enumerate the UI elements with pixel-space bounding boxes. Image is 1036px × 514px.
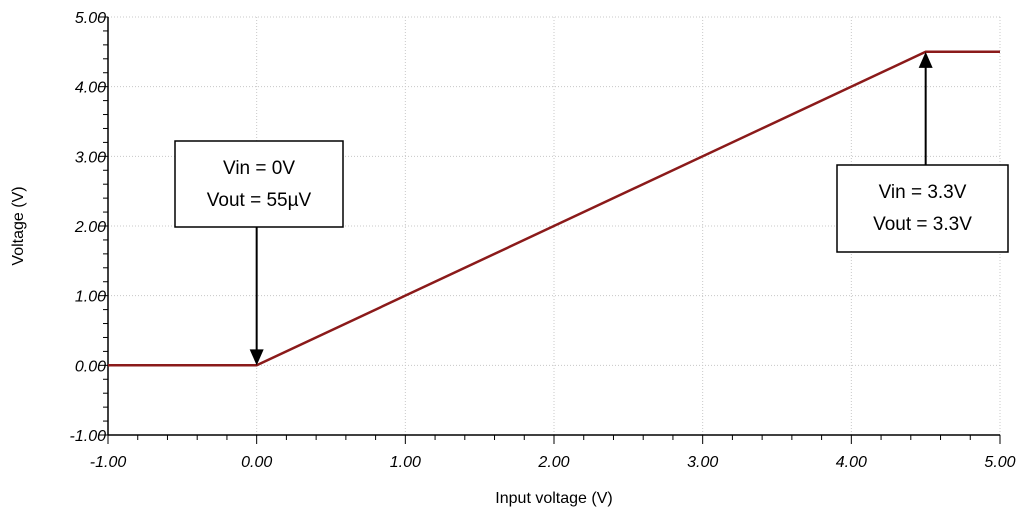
y-tick-label: 4.00 bbox=[75, 80, 106, 97]
x-tick-label: -1.00 bbox=[90, 454, 127, 471]
y-axis-title: Voltage (V) bbox=[10, 186, 27, 265]
x-tick-label: 5.00 bbox=[984, 454, 1015, 471]
y-tick-label: -1.00 bbox=[70, 428, 107, 445]
annotation-arrow-head bbox=[249, 349, 264, 366]
annotation-2: Vin = 3.3V Vout = 3.3V bbox=[836, 51, 1009, 253]
annotation-text: Vout = 55µV bbox=[207, 190, 312, 211]
x-tick-label: 4.00 bbox=[836, 454, 867, 471]
x-tick-label: 1.00 bbox=[390, 454, 421, 471]
annotation-text: Vin = 3.3V bbox=[879, 182, 967, 203]
y-tick-label: 3.00 bbox=[75, 149, 106, 166]
annotations-layer: Vin = 0V Vout = 55µV Vin = 3.3V Vout = 3.3V bbox=[174, 51, 1009, 366]
annotation-1: Vin = 0V Vout = 55µV bbox=[174, 140, 344, 366]
annotation-box bbox=[174, 140, 344, 228]
x-tick-label: 2.00 bbox=[537, 454, 569, 471]
x-tick-label: 3.00 bbox=[687, 454, 718, 471]
y-tick-label: 0.00 bbox=[75, 358, 106, 375]
series-layer bbox=[108, 50, 1000, 367]
annotation-text: Vout = 3.3V bbox=[873, 214, 972, 235]
x-axis-title: Input voltage (V) bbox=[495, 490, 612, 507]
annotation-box bbox=[836, 164, 1009, 253]
annotation-text: Vin = 0V bbox=[223, 158, 295, 179]
tick-marks bbox=[99, 16, 1001, 444]
y-tick-label: 5.00 bbox=[75, 10, 106, 27]
x-tick-label: 0.00 bbox=[241, 454, 272, 471]
transfer-curve-line bbox=[108, 50, 1000, 367]
tick-labels: -1.00 0.00 1.00 2.00 3.00 4.00 5.00 -1.00 0.00 1.… bbox=[70, 10, 1016, 471]
y-tick-label: 2.00 bbox=[74, 219, 106, 236]
y-tick-label: 1.00 bbox=[75, 289, 106, 306]
annotation-arrow-head bbox=[918, 51, 933, 68]
